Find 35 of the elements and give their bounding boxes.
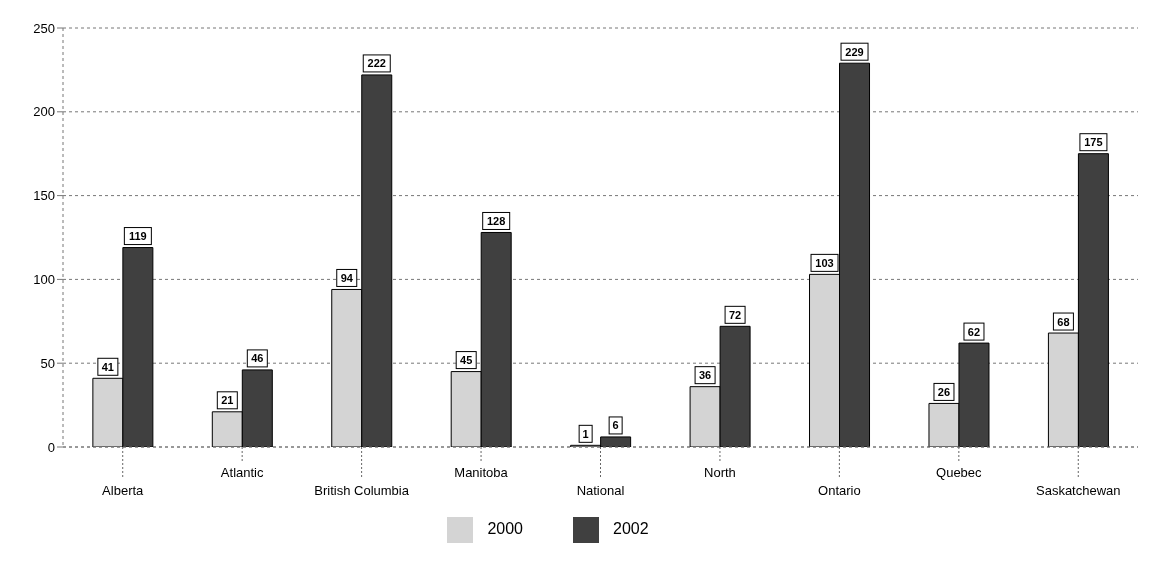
x-tick-label: Alberta (102, 483, 145, 498)
x-tick-label: British Columbia (314, 483, 410, 498)
data-label: 62 (967, 325, 981, 338)
data-label: 229 (845, 45, 864, 58)
legend-label: 2002 (613, 520, 649, 538)
legend-label: 2000 (487, 520, 523, 538)
data-label: 26 (937, 385, 951, 398)
data-label: 119 (128, 230, 147, 243)
x-tick-label: North (704, 465, 736, 480)
x-tick-label: Manitoba (454, 465, 509, 480)
data-label: 45 (460, 354, 473, 367)
y-tick-label: 50 (40, 355, 55, 371)
x-tick-label: Ontario (818, 483, 861, 498)
x-tick-label: Saskatchewan (1036, 483, 1121, 498)
data-label: 222 (367, 57, 386, 70)
data-label: 94 (340, 271, 354, 284)
data-label: 6 (612, 419, 619, 432)
x-tick-label: National (576, 483, 625, 498)
y-tick-label: 150 (33, 188, 55, 204)
y-tick-label: 200 (33, 104, 55, 120)
y-tick-label: 100 (33, 272, 55, 288)
data-label: 21 (221, 394, 234, 407)
data-label: 46 (251, 352, 264, 365)
y-tick-label: 0 (47, 439, 55, 455)
data-label: 72 (728, 308, 742, 321)
data-label: 1 (582, 427, 589, 440)
x-tick-label: Atlantic (220, 465, 264, 480)
data-label: 128 (487, 214, 506, 227)
y-tick-label: 250 (33, 20, 55, 36)
data-label: 68 (1057, 315, 1070, 328)
data-label: 103 (815, 256, 834, 269)
data-label: 41 (101, 360, 114, 373)
x-tick-label: Quebec (936, 465, 983, 480)
data-label: 175 (1084, 136, 1103, 149)
data-label: 36 (698, 369, 712, 382)
